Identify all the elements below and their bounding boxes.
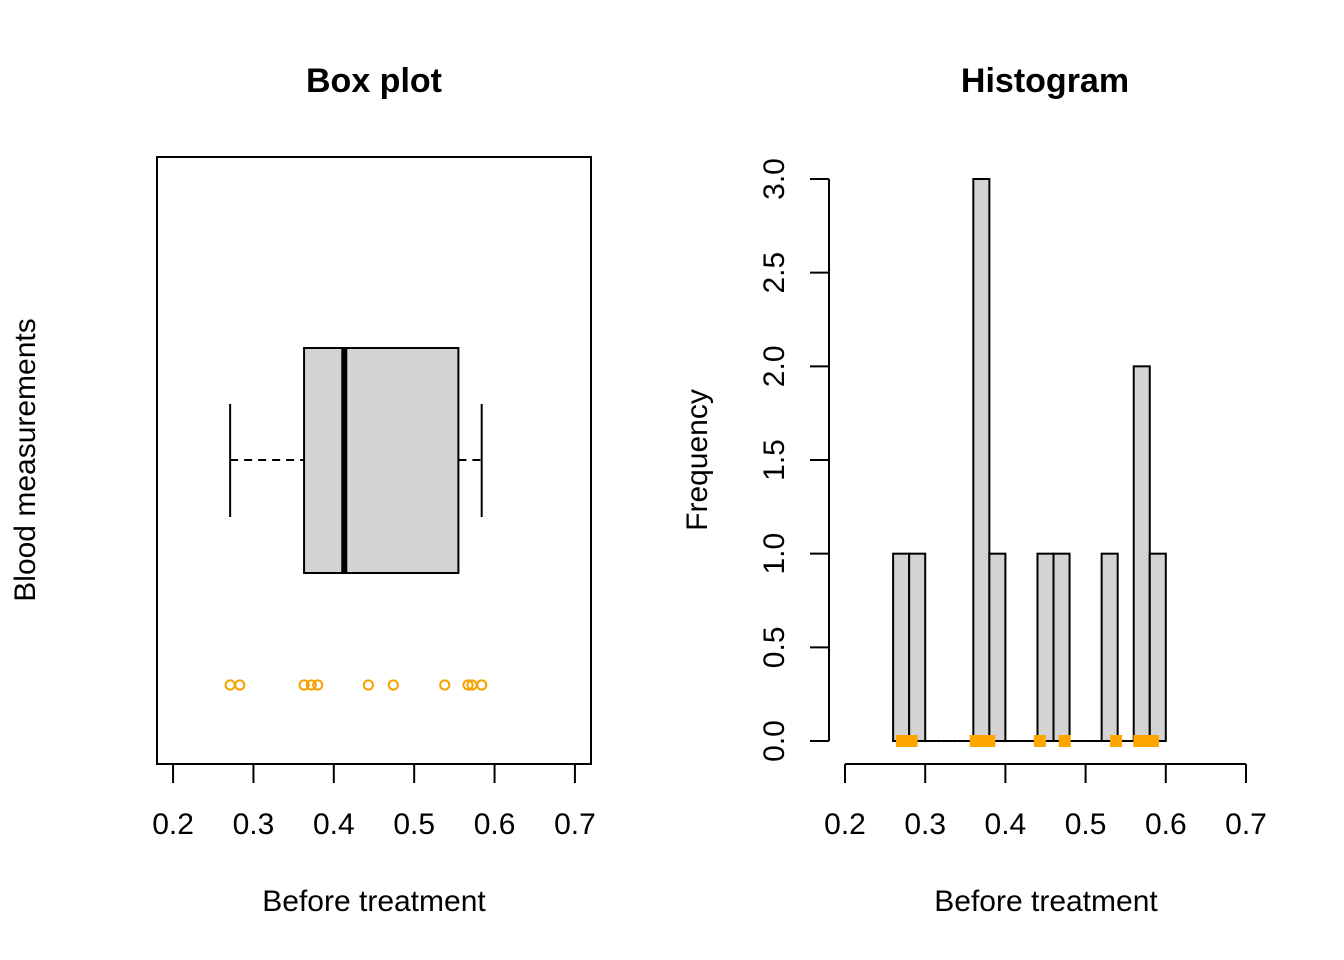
rug-mark	[983, 735, 996, 747]
x-tick-label: 0.7	[554, 808, 596, 841]
rug-mark	[895, 735, 908, 747]
y-tick-label: 1.5	[758, 439, 791, 481]
histogram-bar	[1148, 552, 1167, 743]
rug-mark	[1058, 735, 1071, 747]
y-tick-label: 0.0	[758, 720, 791, 762]
histogram-x-label: Before treatment	[934, 885, 1158, 918]
rug-mark	[1110, 735, 1123, 747]
box-plot-x-axis: 0.2 0.3 0.4 0.5 0.6 0.7	[152, 763, 596, 841]
y-tick-label: 2.0	[758, 345, 791, 387]
data-point	[387, 679, 399, 691]
histogram-bar	[988, 552, 1007, 743]
histogram-bar	[1052, 552, 1071, 743]
rug-mark	[1146, 735, 1159, 747]
data-point	[305, 679, 317, 691]
box-iqr	[303, 347, 460, 574]
box-plot-marks	[229, 347, 483, 574]
box-plot-y-label: Blood measurements	[9, 318, 42, 601]
x-tick-label: 0.7	[1225, 808, 1267, 841]
data-point	[462, 679, 474, 691]
y-tick-label: 0.5	[758, 626, 791, 668]
box-plot-panel: Box plot 0.2 0.3 0.4 0.5 0.6 0.7 Before treat…	[9, 62, 596, 918]
x-tick-label: 0.6	[1145, 808, 1187, 841]
rug-mark	[1137, 735, 1150, 747]
histogram-panel: Histogram 0.2 0.3 0.4 0.5 0.6 0.7 0.0 0.5 1.0 1.…	[681, 62, 1267, 918]
histogram-x-axis: 0.2 0.3 0.4 0.5 0.6 0.7	[824, 763, 1267, 841]
histogram-bar	[1036, 552, 1055, 743]
y-tick-label: 2.5	[758, 252, 791, 294]
y-tick-label: 3.0	[758, 158, 791, 200]
data-point	[298, 679, 310, 691]
rug-mark	[1033, 735, 1046, 747]
y-tick-label: 1.0	[758, 533, 791, 575]
x-tick-label: 0.5	[393, 808, 435, 841]
data-point	[476, 679, 488, 691]
data-point	[312, 679, 324, 691]
rug-mark	[905, 735, 918, 747]
histogram-bar	[1100, 552, 1119, 743]
histogram-bars	[892, 178, 1167, 743]
box-plot-x-label: Before treatment	[262, 885, 486, 918]
histogram-bar	[908, 552, 927, 743]
data-point	[362, 679, 374, 691]
x-tick-label: 0.2	[152, 808, 194, 841]
box-plot-points	[224, 679, 488, 691]
x-tick-label: 0.4	[985, 808, 1027, 841]
x-tick-label: 0.2	[824, 808, 866, 841]
data-point	[224, 679, 236, 691]
histogram-title: Histogram	[961, 62, 1129, 100]
histogram-bar	[892, 552, 911, 743]
data-point	[234, 679, 246, 691]
histogram-rug	[895, 735, 1159, 747]
x-tick-label: 0.5	[1065, 808, 1107, 841]
x-tick-label: 0.6	[474, 808, 516, 841]
histogram-bar	[1132, 365, 1151, 742]
x-tick-label: 0.4	[313, 808, 355, 841]
histogram-y-label: Frequency	[681, 389, 714, 531]
histogram-bar	[972, 178, 991, 742]
x-tick-label: 0.3	[904, 808, 946, 841]
x-tick-label: 0.3	[233, 808, 275, 841]
box-plot-title: Box plot	[306, 62, 442, 100]
data-point	[439, 679, 451, 691]
histogram-y-axis: 0.0 0.5 1.0 1.5 2.0 2.5 3.0	[758, 158, 830, 762]
